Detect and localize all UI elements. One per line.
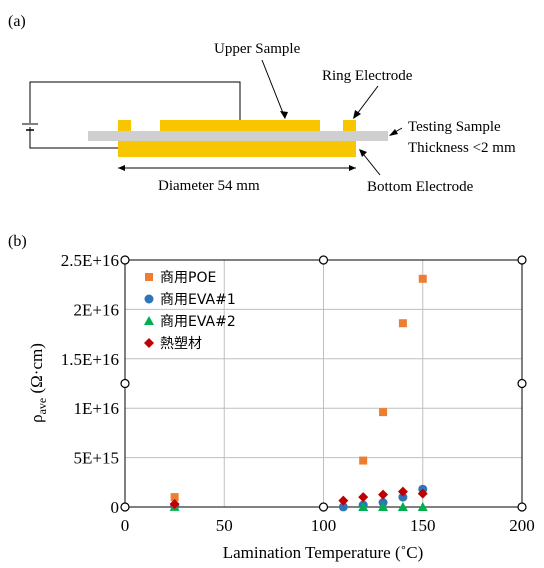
tick-labels: 0 5E+15 1E+16 1.5E+16 2E+16 2.5E+16 0 50 100 150 2… xyxy=(61,251,535,535)
data-point xyxy=(398,492,408,502)
data-point xyxy=(397,501,408,511)
panel-label-a: (a) xyxy=(8,13,26,30)
data-point xyxy=(359,456,368,465)
frame-handle xyxy=(120,378,130,389)
data-point xyxy=(170,493,179,502)
x-tick-label: 0 xyxy=(121,516,130,535)
data-point xyxy=(358,500,368,510)
legend-marker xyxy=(145,273,153,281)
frame-handle xyxy=(318,502,329,512)
legend-label: 商用EVA#2 xyxy=(160,314,236,330)
data-point xyxy=(338,502,348,512)
y-tick-label: 5E+15 xyxy=(74,449,119,468)
data-point xyxy=(358,501,369,511)
data-point xyxy=(358,492,369,503)
diameter-arrowhead-left xyxy=(118,165,125,171)
x-tick-label: 200 xyxy=(509,516,535,535)
y-axis-label-main: ρ xyxy=(27,414,46,422)
testing-sample xyxy=(88,131,388,141)
frame-handle xyxy=(517,502,527,512)
data-point xyxy=(169,499,180,510)
legend-label: 商用POE xyxy=(160,270,216,286)
ring-electrode-arrowhead xyxy=(353,110,361,119)
diameter-arrowhead-right xyxy=(349,165,356,171)
ring-electrode-left xyxy=(118,120,131,131)
data-point xyxy=(379,408,388,417)
testing-sample-arrowhead xyxy=(389,129,398,136)
upper-sample-block xyxy=(160,120,320,131)
legend-label: 商用EVA#1 xyxy=(160,292,236,308)
y-tick-label: 2.5E+16 xyxy=(61,251,119,270)
diameter-label: Diameter 54 mm xyxy=(158,178,260,194)
data-point xyxy=(170,501,180,511)
legend: 商用POE 商用EVA#1 商用EVA#2 熱塑材 xyxy=(144,270,236,352)
legend-marker xyxy=(144,294,154,304)
data-point xyxy=(417,501,428,511)
data-points xyxy=(169,274,428,512)
x-axis-label: Lamination Temperature (˚C) xyxy=(223,543,424,562)
upper-sample-arrowhead xyxy=(280,111,288,119)
legend-marker xyxy=(144,338,154,348)
testing-sample-label: Testing Sample xyxy=(408,119,501,135)
upper-sample-label: Upper Sample xyxy=(214,41,301,57)
thickness-label: Thickness <2 mm xyxy=(408,140,516,156)
data-point xyxy=(418,484,428,494)
frame-handle xyxy=(120,502,130,512)
y-axis-label: ρave (Ω·cm) xyxy=(27,343,49,423)
y-tick-label: 2E+16 xyxy=(74,300,119,319)
circuit-wire xyxy=(29,81,241,149)
frame-handle xyxy=(120,255,130,265)
plot-frame xyxy=(124,259,523,508)
data-point xyxy=(378,501,389,511)
ring-electrode-label: Ring Electrode xyxy=(322,68,413,84)
x-tick-label: 50 xyxy=(216,516,233,535)
panel-label-b: (b) xyxy=(8,233,27,250)
data-point xyxy=(397,486,408,497)
x-tick-label: 150 xyxy=(410,516,436,535)
data-point xyxy=(417,488,428,499)
data-point xyxy=(378,489,389,500)
frame-handle xyxy=(318,255,329,265)
frame-handle xyxy=(517,255,527,265)
data-point xyxy=(398,319,407,328)
legend-marker xyxy=(144,316,154,325)
y-axis-label-unit: (Ω·cm) xyxy=(27,343,46,398)
data-point xyxy=(338,495,349,506)
bottom-electrode xyxy=(118,141,356,157)
grid-lines xyxy=(124,259,523,508)
selection-handles xyxy=(120,255,527,512)
frame-handle xyxy=(517,378,527,389)
data-point xyxy=(169,501,180,511)
data-point xyxy=(418,274,427,283)
bottom-electrode-label: Bottom Electrode xyxy=(367,179,474,195)
legend-label: 熱塑材 xyxy=(160,336,202,352)
y-tick-label: 0 xyxy=(111,498,120,517)
data-point xyxy=(378,498,388,508)
upper-sample-leader xyxy=(261,59,286,119)
y-axis-label-sub: ave xyxy=(35,398,49,415)
ring-electrode-right xyxy=(343,120,356,131)
y-tick-label: 1E+16 xyxy=(74,399,119,418)
bottom-electrode-arrowhead xyxy=(359,149,367,157)
y-tick-label: 1.5E+16 xyxy=(61,350,119,369)
electrode-diagram: (a) Upper Sample Ring Electrode Testing … xyxy=(8,13,516,195)
x-tick-label: 100 xyxy=(311,516,337,535)
